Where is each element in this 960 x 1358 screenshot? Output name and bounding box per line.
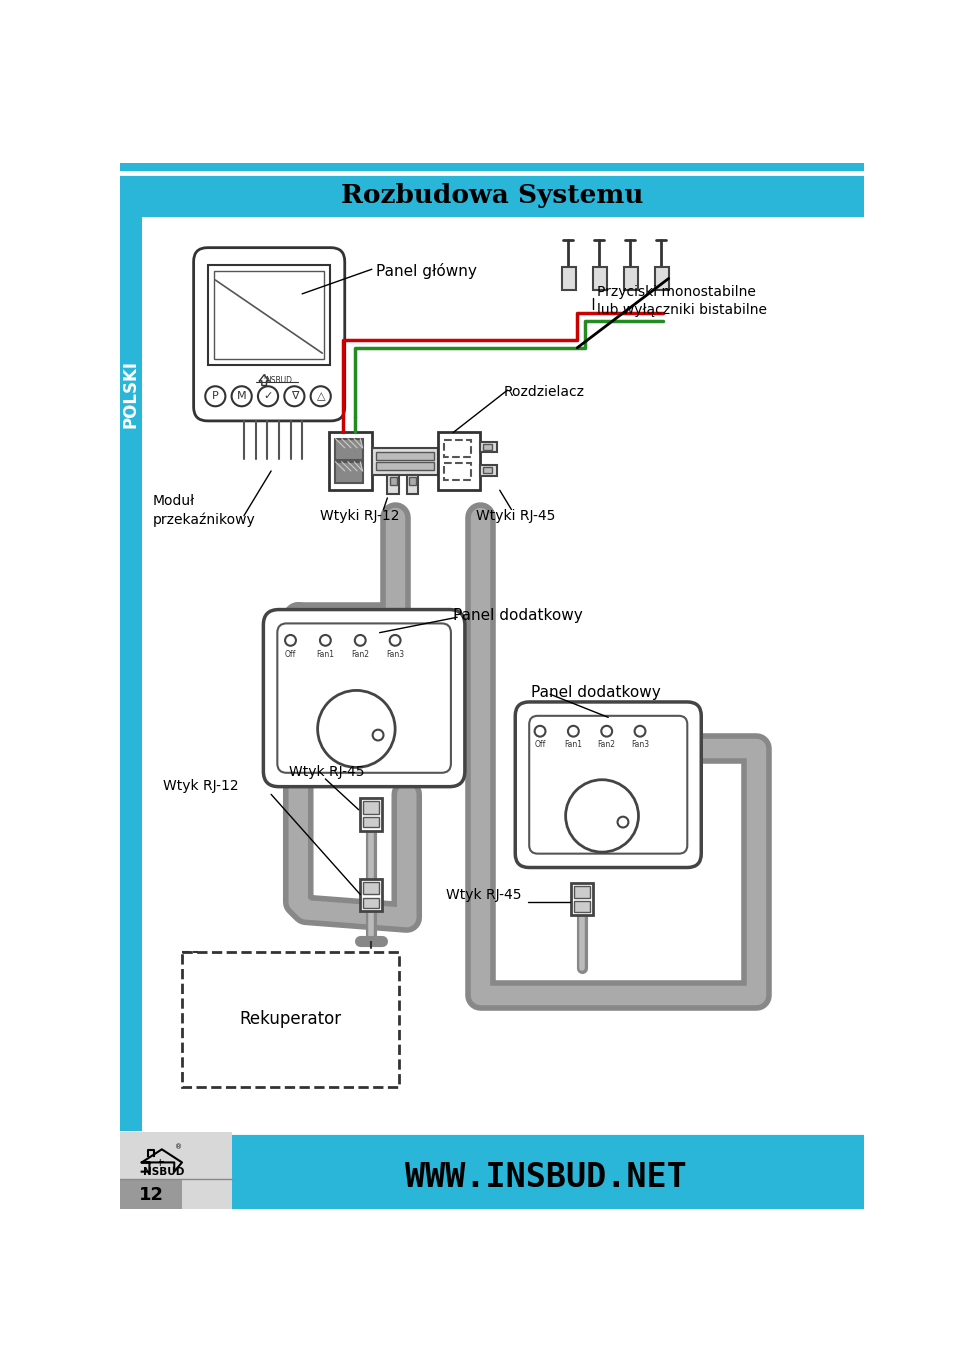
Bar [335,439,363,460]
Bar [388,475,399,494]
Bar [480,464,497,475]
Circle shape [372,729,383,740]
Bar [360,879,382,911]
Text: Moduł
przekaźnikowy: Moduł przekaźnikowy [153,494,255,527]
Text: ∇: ∇ [291,391,299,401]
Text: M: M [237,391,247,401]
Circle shape [390,636,400,646]
Bar [574,885,589,898]
Text: POLSKI: POLSKI [122,360,140,428]
Circle shape [284,386,304,406]
Bar [480,441,497,452]
Bar [329,432,372,490]
Text: Rozdzielacz: Rozdzielacz [504,384,585,399]
Text: Panel główny: Panel główny [375,263,476,278]
Text: ®: ® [175,1145,182,1150]
Text: WWW.INSBUD.NET: WWW.INSBUD.NET [405,1161,687,1194]
FancyBboxPatch shape [277,623,451,773]
Bar [335,462,363,483]
Text: Panel dodatkowy: Panel dodatkowy [453,608,583,623]
Bar [120,163,864,172]
Bar [120,1131,864,1209]
Text: Wtyk RJ-45: Wtyk RJ-45 [289,765,365,779]
FancyBboxPatch shape [263,610,465,786]
Bar [372,448,438,475]
Bar [207,265,330,365]
Text: Fan2: Fan2 [351,649,370,659]
Circle shape [565,779,638,851]
Circle shape [535,725,545,736]
Bar [624,268,637,291]
Bar [409,477,416,485]
Text: ✓: ✓ [263,391,273,401]
Circle shape [635,725,645,736]
FancyBboxPatch shape [194,247,345,421]
Circle shape [258,386,278,406]
Bar [407,475,419,494]
Circle shape [568,725,579,736]
Bar [214,270,324,359]
Bar [375,452,434,460]
Bar [571,883,592,915]
Text: △: △ [317,391,325,401]
Text: Wtyki RJ-45: Wtyki RJ-45 [475,509,555,523]
Bar [363,883,379,895]
Bar [375,463,434,470]
Bar [483,467,492,474]
Circle shape [311,386,331,406]
Text: Wtyk RJ-45: Wtyk RJ-45 [445,888,521,902]
Text: Fan3: Fan3 [386,649,404,659]
Bar [363,801,379,813]
Text: NSBUD: NSBUD [266,376,293,386]
Circle shape [355,636,366,646]
Text: I: I [158,1158,160,1168]
Bar [438,432,480,490]
FancyBboxPatch shape [516,702,701,868]
Text: Off: Off [285,649,297,659]
FancyBboxPatch shape [529,716,687,854]
Bar [390,477,396,485]
Bar [483,444,492,449]
Text: Fan1: Fan1 [317,649,334,659]
Text: Panel dodatkowy: Panel dodatkowy [531,684,660,699]
Bar [363,898,379,909]
Text: Fan2: Fan2 [598,740,615,750]
Bar [120,163,142,1131]
Text: 12: 12 [138,1186,163,1203]
Bar [444,440,471,458]
Bar [120,1179,182,1209]
Text: P: P [212,391,219,401]
Text: NSBUD: NSBUD [143,1167,184,1177]
Text: Przyciski monostabilne
lub wyłączniki bistabilne: Przyciski monostabilne lub wyłączniki bi… [596,285,767,316]
Text: Rekuperator: Rekuperator [239,1010,342,1028]
Text: Wtyki RJ-12: Wtyki RJ-12 [321,509,400,523]
Text: I: I [263,373,265,379]
Circle shape [318,690,396,767]
Text: Wtyk RJ-12: Wtyk RJ-12 [162,779,238,793]
Bar [655,268,669,291]
Bar [120,1131,232,1209]
Text: Fan3: Fan3 [631,740,649,750]
Text: Rozbudowa Systemu: Rozbudowa Systemu [341,183,643,208]
Bar [363,816,379,827]
Bar [592,268,607,291]
Circle shape [205,386,226,406]
Bar [574,902,589,913]
Text: Off: Off [535,740,545,750]
Text: Fan1: Fan1 [564,740,583,750]
Circle shape [285,636,296,646]
Bar [120,175,864,217]
Bar [562,268,576,291]
Circle shape [231,386,252,406]
Bar [182,952,399,1086]
Bar [360,799,382,831]
Bar [444,463,471,481]
Circle shape [617,816,629,827]
Circle shape [320,636,331,646]
Circle shape [601,725,612,736]
